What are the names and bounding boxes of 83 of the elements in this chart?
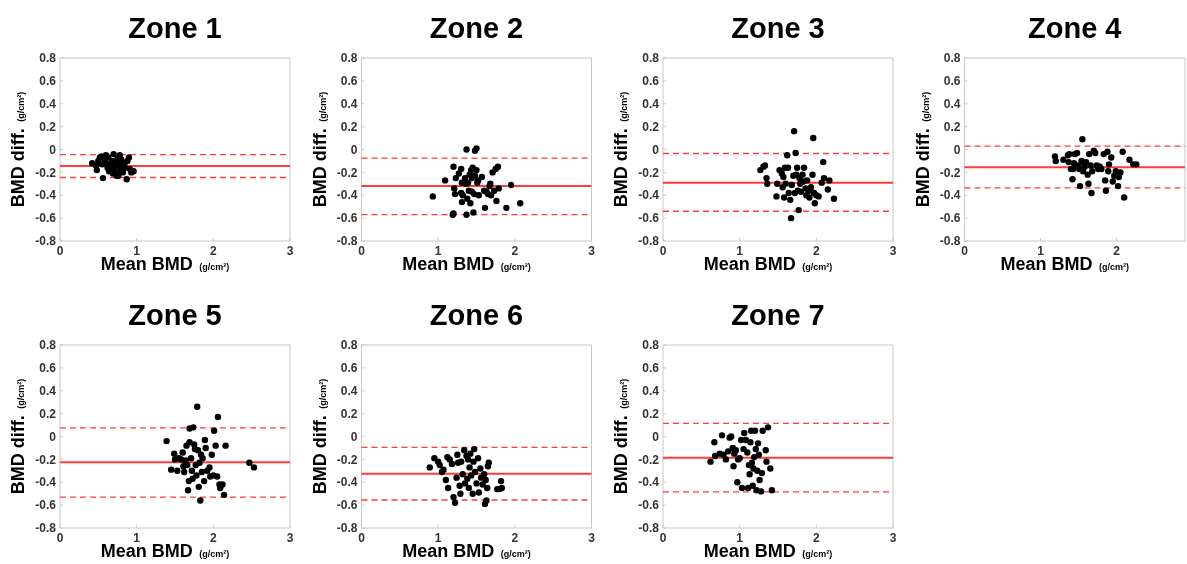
y-tick-label: 0.8 <box>943 51 961 66</box>
y-tick-label: -0.4 <box>638 475 660 490</box>
y-tick-label: 0.4 <box>39 96 57 111</box>
y-tick-label: 0.4 <box>340 96 358 111</box>
y-tick-label: -0.6 <box>35 211 57 226</box>
y-tick-label: 0.2 <box>642 119 660 134</box>
y-tick-label: 0.2 <box>340 119 358 134</box>
y-tick-label: -0.8 <box>638 234 660 249</box>
chart-title: Zone 3 <box>731 12 825 44</box>
y-axis-title: BMD diff. (g/cm²) <box>309 378 330 495</box>
y-tick-label: 0.6 <box>943 74 961 89</box>
y-tick-label: 0.4 <box>642 96 660 111</box>
y-tick-label: 0.6 <box>642 74 660 89</box>
y-tick-label: 0 <box>652 142 660 157</box>
y-tick-label: 0 <box>49 142 57 157</box>
y-tick-label: -0.4 <box>638 188 660 203</box>
y-axis-title: BMD diff. (g/cm²) <box>912 91 933 208</box>
y-tick-label: -0.6 <box>638 498 660 513</box>
y-tick-label: 0.2 <box>642 406 660 421</box>
y-axis-title: BMD diff. (g/cm²) <box>611 378 631 495</box>
y-tick-label: 0 <box>350 142 358 157</box>
y-tick-label: 0.8 <box>340 51 358 66</box>
chart-title: Zone 7 <box>731 299 825 331</box>
y-tick-label: 0.2 <box>943 119 961 134</box>
y-tick-label: -0.6 <box>35 498 57 513</box>
chart-title: Zone 5 <box>128 299 222 331</box>
y-tick-label: 0.8 <box>39 51 57 66</box>
y-tick-label: 0.2 <box>39 406 57 421</box>
y-tick-label: 0.2 <box>39 119 57 134</box>
y-tick-label: -0.8 <box>35 521 57 536</box>
chart-title: Zone 1 <box>128 12 222 44</box>
y-tick-label: -0.4 <box>939 188 961 203</box>
y-tick-label: -0.4 <box>35 188 57 203</box>
y-tick-label: -0.2 <box>939 165 961 180</box>
y-tick-label: 0.4 <box>642 383 660 398</box>
y-tick-label: 0.6 <box>39 74 57 89</box>
y-tick-label: -0.6 <box>336 211 358 226</box>
y-tick-label: 0.8 <box>642 51 660 66</box>
y-tick-label: 0.4 <box>340 383 358 398</box>
y-tick-label: -0.8 <box>939 234 961 249</box>
y-tick-label: 0.8 <box>340 338 358 353</box>
y-tick-label: 0 <box>953 142 961 157</box>
x-tick-label: 3 <box>588 531 596 545</box>
y-tick-label: -0.2 <box>35 165 57 180</box>
y-tick-label: -0.2 <box>336 165 358 180</box>
x-tick-label: 3 <box>588 244 596 258</box>
y-tick-label: -0.6 <box>336 498 358 513</box>
y-tick-label: -0.2 <box>35 452 57 467</box>
y-tick-label: 0.6 <box>340 74 358 89</box>
y-axis-title: BMD diff. (g/cm²) <box>8 378 28 495</box>
chart-title: Zone 2 <box>429 12 524 44</box>
y-tick-label: 0 <box>49 429 57 444</box>
y-tick-label: 0.2 <box>340 406 358 421</box>
y-tick-label: 0.4 <box>943 96 961 111</box>
y-tick-label: -0.8 <box>336 521 358 536</box>
y-tick-label: -0.2 <box>336 452 358 467</box>
y-tick-label: 0 <box>350 429 358 444</box>
y-tick-label: 0.6 <box>340 361 358 376</box>
y-tick-label: 0.4 <box>39 383 57 398</box>
y-tick-label: 0.8 <box>39 338 57 353</box>
y-tick-label: -0.4 <box>35 475 57 490</box>
y-tick-label: -0.2 <box>638 165 660 180</box>
y-tick-label: -0.8 <box>336 234 358 249</box>
y-axis-title: BMD diff. (g/cm²) <box>8 91 28 208</box>
y-tick-label: 0.6 <box>39 361 57 376</box>
x-tick-label: 3 <box>889 531 897 545</box>
x-tick-label: 3 <box>286 531 294 545</box>
y-tick-label: -0.8 <box>638 521 660 536</box>
chart-title: Zone 6 <box>429 299 524 331</box>
y-tick-label: 0.6 <box>642 361 660 376</box>
y-tick-label: 0.8 <box>642 338 660 353</box>
y-tick-label: 0 <box>652 429 660 444</box>
y-tick-label: -0.4 <box>336 475 358 490</box>
y-tick-label: -0.2 <box>638 452 660 467</box>
chart-title: Zone 4 <box>1028 12 1122 44</box>
y-axis-title: BMD diff. (g/cm²) <box>309 91 330 208</box>
x-tick-label: 3 <box>889 244 897 258</box>
y-tick-label: -0.6 <box>939 211 961 226</box>
x-tick-label: 3 <box>286 244 294 258</box>
y-tick-label: -0.6 <box>638 211 660 226</box>
y-axis-title: BMD diff. (g/cm²) <box>611 91 631 208</box>
y-tick-label: -0.8 <box>35 234 57 249</box>
y-tick-label: -0.4 <box>336 188 358 203</box>
